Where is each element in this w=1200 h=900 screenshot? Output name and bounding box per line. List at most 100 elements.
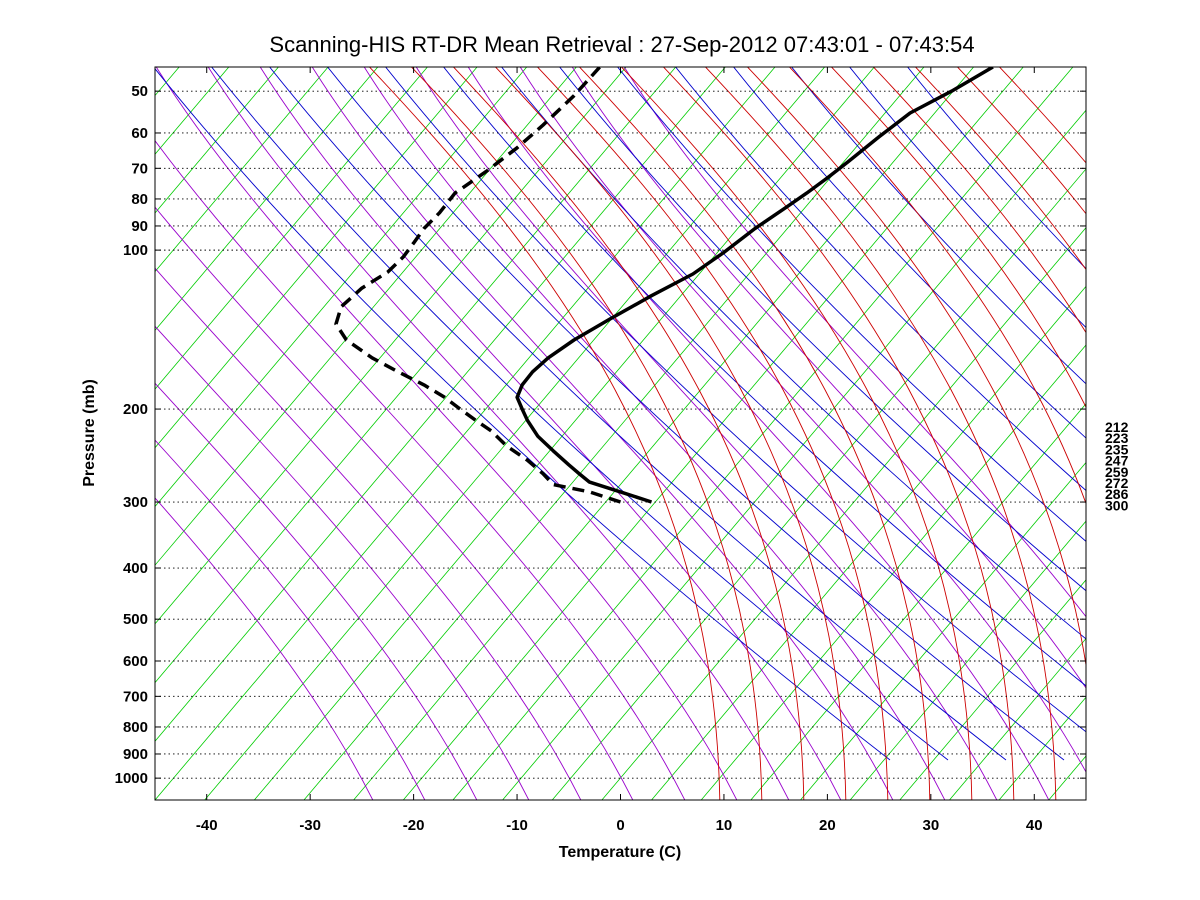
moist-adiabat (662, 67, 1015, 800)
dry-adiabat (327, 67, 1065, 761)
isotherm-line (155, 67, 627, 625)
moist-adiabat (956, 67, 1086, 215)
background-adiabat (155, 325, 530, 800)
isotherm-line (155, 67, 379, 331)
dry-adiabat (617, 67, 1086, 542)
background-adiabat (363, 67, 946, 800)
background-adiabat (155, 267, 582, 800)
dry-adiabat (559, 67, 1086, 592)
y-tick-label: 60 (131, 125, 148, 142)
dry-adiabat (211, 67, 949, 761)
right-label: 247 (1105, 453, 1129, 469)
background-adiabat (259, 67, 842, 800)
dry-adiabat (155, 67, 891, 761)
background-isolines (0, 67, 1200, 800)
isotherm-line (1148, 67, 1200, 800)
background-adiabat (155, 67, 738, 800)
isotherm-line (551, 168, 1086, 800)
temperature-profile-line (515, 67, 994, 504)
moist-adiabat (746, 67, 1086, 669)
background-adiabat (155, 382, 478, 800)
isotherm-line (651, 285, 1086, 800)
plot-frame (154, 66, 1087, 801)
isotherm-line (353, 67, 974, 800)
dry-adiabat (385, 67, 1086, 733)
x-tick-label: 20 (819, 817, 836, 834)
x-axis-ticks: -40 -30 -20 -10 0 10 20 30 40 (196, 67, 1043, 834)
dry-adiabat (733, 67, 1086, 439)
y-tick-label: 70 (131, 160, 148, 177)
isotherm-line (849, 520, 1086, 800)
background-adiabat (415, 67, 998, 800)
moist-adiabat (536, 67, 889, 800)
y-axis-label: Pressure (mb) (81, 379, 98, 487)
isotherm-line (204, 67, 825, 800)
right-label: 286 (1105, 486, 1129, 502)
y-tick-label: 1000 (115, 770, 148, 787)
right-label: 235 (1105, 441, 1129, 457)
background-adiabat (467, 67, 1050, 800)
isotherm-line (155, 67, 528, 508)
y-tick-label: 200 (123, 401, 148, 418)
background-adiabat (207, 67, 790, 800)
right-label: 272 (1105, 475, 1129, 491)
isotherm-line (155, 67, 577, 566)
dry-adiabat (501, 67, 1086, 640)
isotherm-line (700, 344, 1086, 800)
isotherm-line (155, 67, 230, 155)
y-tick-label: 100 (123, 242, 148, 259)
background-adiabat (155, 497, 374, 800)
isotherm-line (303, 67, 925, 800)
x-tick-label: 10 (716, 817, 733, 834)
x-tick-label: 0 (616, 817, 624, 834)
y-tick-label: 300 (123, 494, 148, 511)
isotherm-line (0, 67, 130, 800)
x-tick-label: -20 (403, 817, 425, 834)
moist-adiabat (914, 67, 1086, 271)
moist-adiabat (494, 67, 847, 800)
moist-adiabat (452, 67, 805, 800)
moist-adiabat (368, 67, 721, 800)
isotherm-line (0, 67, 30, 800)
isotherm-line (949, 637, 1086, 800)
isotherm-line (155, 67, 676, 684)
y-tick-label: 600 (123, 653, 148, 670)
isotherm-line (601, 227, 1086, 800)
isotherm-line (254, 67, 875, 800)
right-label: 223 (1105, 430, 1129, 446)
background-adiabat (155, 439, 426, 800)
background-adiabat (311, 67, 894, 800)
isotherm-line (155, 67, 329, 273)
moist-adiabat (410, 67, 763, 800)
moist-adiabat (620, 67, 973, 800)
dry-adiabat (269, 67, 1007, 761)
y-axis-ticks: 50 60 70 80 90 100 200 300 400 500 600 700 800 900 100… (115, 83, 1086, 787)
background-adiabat (155, 140, 686, 800)
moist-adiabat (998, 67, 1086, 164)
isotherm-line (750, 403, 1086, 800)
y-tick-label: 50 (131, 83, 148, 100)
moist-adiabat (830, 67, 1086, 409)
isotherm-line (800, 461, 1086, 800)
isotherm-line (0, 67, 80, 800)
isotherm-line (155, 67, 279, 214)
y-tick-label: 500 (123, 611, 148, 628)
x-tick-label: 30 (922, 817, 939, 834)
dry-adiabat (791, 67, 1086, 385)
dry-adiabat (907, 67, 1086, 270)
x-tick-label: -30 (299, 817, 321, 834)
x-tick-label: 40 (1026, 817, 1043, 834)
background-adiabat (571, 67, 1086, 689)
y-tick-label: 400 (123, 560, 148, 577)
right-label: 259 (1105, 464, 1129, 480)
y-tick-label: 700 (123, 688, 148, 705)
x-tick-label: -10 (506, 817, 528, 834)
y-tick-label: 800 (123, 719, 148, 736)
dry-adiabat (443, 67, 1086, 687)
background-adiabat (155, 206, 634, 800)
moist-adiabat (872, 67, 1086, 334)
pressure-gridlines (155, 90, 1086, 779)
sounding-profiles (334, 67, 994, 504)
